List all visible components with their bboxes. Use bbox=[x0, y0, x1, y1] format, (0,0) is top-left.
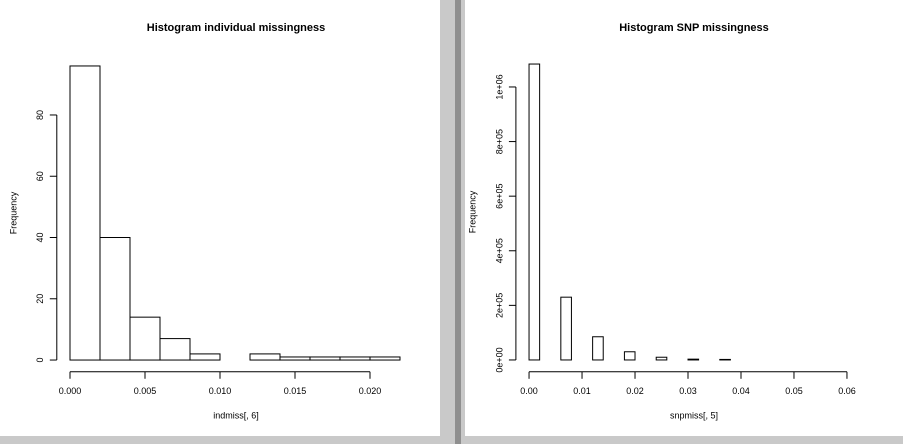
x-tick-label: 0.06 bbox=[838, 386, 856, 396]
bar bbox=[560, 296, 572, 361]
panel bbox=[0, 0, 440, 436]
x-tick-label: 0.01 bbox=[573, 386, 591, 396]
x-tick-label: 0.005 bbox=[134, 386, 157, 396]
y-tick-label: 6e+05 bbox=[494, 184, 504, 209]
bar bbox=[279, 356, 311, 361]
x-axis-label: indmiss[, 6] bbox=[213, 410, 259, 420]
y-tick-label: 60 bbox=[35, 171, 45, 181]
bar bbox=[369, 356, 401, 361]
y-tick-label: 2e+05 bbox=[494, 293, 504, 318]
y-tick-label: 4e+05 bbox=[494, 238, 504, 263]
x-tick-label: 0.05 bbox=[785, 386, 803, 396]
y-tick-label: 80 bbox=[35, 110, 45, 120]
bar bbox=[249, 353, 281, 361]
y-axis-label: Frequency bbox=[8, 191, 18, 234]
chart-title: Histogram SNP missingness bbox=[619, 22, 769, 34]
bar bbox=[159, 338, 191, 361]
bar bbox=[528, 63, 541, 361]
bar bbox=[309, 356, 341, 361]
y-tick-label: 40 bbox=[35, 232, 45, 242]
bar bbox=[129, 316, 161, 361]
x-tick-label: 0.020 bbox=[359, 386, 382, 396]
y-tick-label: 0 bbox=[35, 358, 45, 363]
x-tick-label: 0.02 bbox=[626, 386, 644, 396]
y-tick-label: 1e+06 bbox=[494, 74, 504, 99]
bar bbox=[69, 65, 101, 361]
bar bbox=[189, 353, 221, 361]
y-tick-label: 0e+00 bbox=[494, 347, 504, 372]
bar bbox=[719, 358, 731, 361]
divider bbox=[455, 0, 461, 444]
y-tick-label: 8e+05 bbox=[494, 129, 504, 154]
bar bbox=[99, 237, 131, 361]
y-tick-label: 20 bbox=[35, 294, 45, 304]
x-tick-label: 0.00 bbox=[520, 386, 538, 396]
bar bbox=[623, 351, 636, 361]
chart-title: Histogram individual missingness bbox=[147, 22, 326, 34]
bar bbox=[687, 358, 700, 361]
x-tick-label: 0.03 bbox=[679, 386, 697, 396]
x-axis-label: snpmiss[, 5] bbox=[670, 410, 718, 420]
x-tick-label: 0.000 bbox=[59, 386, 82, 396]
x-tick-label: 0.04 bbox=[732, 386, 750, 396]
bar bbox=[655, 356, 668, 361]
bar bbox=[339, 356, 371, 361]
x-tick-label: 0.015 bbox=[284, 386, 307, 396]
x-tick-label: 0.010 bbox=[209, 386, 232, 396]
y-axis-label: Frequency bbox=[467, 190, 477, 233]
bar bbox=[592, 336, 604, 361]
